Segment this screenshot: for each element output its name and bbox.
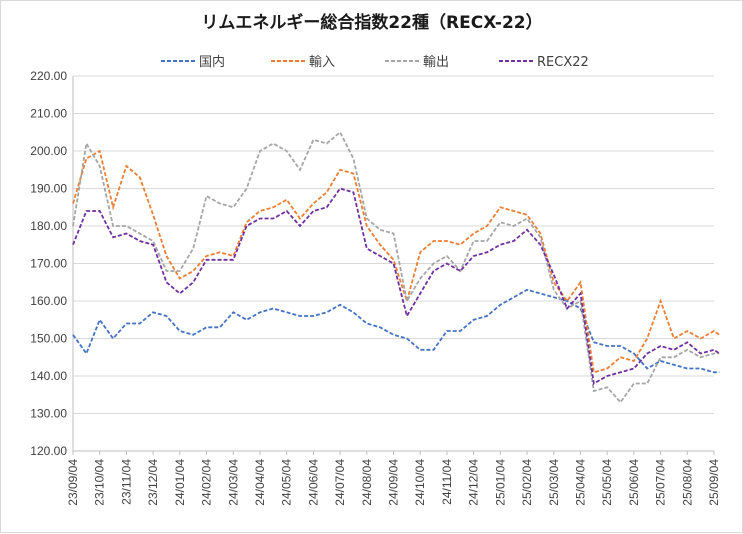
- y-tick-label: 190.00: [30, 182, 67, 196]
- x-tick-label: 24/09/04: [387, 459, 401, 506]
- legend-label: 国内: [199, 54, 225, 70]
- x-tick-label: 24/06/04: [306, 459, 320, 506]
- x-tick-label: 23/09/04: [66, 459, 80, 506]
- x-tick-label: 23/10/04: [93, 459, 107, 506]
- y-tick-label: 130.00: [30, 407, 67, 421]
- grid-lines: [72, 75, 714, 452]
- x-tick-label: 24/12/04: [467, 459, 481, 506]
- legend-label: RECX22: [537, 55, 589, 70]
- x-tick-label: 24/01/04: [173, 459, 187, 506]
- legend-label: 輸入: [309, 55, 335, 70]
- y-axis: 120.00 130.00 140.00 150.00 160.00 170.00 180.…: [30, 69, 67, 458]
- series-line-RECX22: [72, 187, 720, 385]
- x-tick-label: 25/08/04: [680, 459, 694, 506]
- x-tick-label: 23/12/04: [146, 459, 160, 506]
- series-line-輸出: [72, 130, 720, 404]
- y-tick-label: 120.00: [30, 444, 67, 458]
- x-tick-label: 25/06/04: [627, 459, 641, 506]
- x-tick-label: 23/11/04: [119, 459, 133, 505]
- x-tick-label: 24/11/04: [440, 459, 454, 505]
- series-line-国内: [72, 288, 720, 374]
- legend-label: 輸出: [423, 55, 449, 70]
- y-tick-label: 210.00: [30, 107, 67, 121]
- x-tick-label: 24/07/04: [333, 459, 347, 506]
- x-tick-label: 24/08/04: [360, 459, 374, 506]
- series-lines: [72, 130, 720, 404]
- y-tick-label: 150.00: [30, 332, 67, 346]
- chart-title: リムエネルギー総合指数22種（RECX-22）: [201, 12, 542, 33]
- x-tick-label: 25/07/04: [654, 459, 668, 506]
- series-line-輸入: [72, 149, 720, 374]
- y-tick-label: 220.00: [30, 69, 67, 83]
- x-tick-label: 24/04/04: [253, 459, 267, 506]
- x-tick-label: 25/01/04: [493, 459, 507, 506]
- x-tick-label: 25/09/04: [707, 459, 721, 506]
- y-tick-label: 170.00: [30, 257, 67, 271]
- x-tick-label: 25/05/04: [600, 459, 614, 506]
- y-tick-label: 160.00: [30, 294, 67, 308]
- x-tick-label: 25/03/04: [547, 459, 561, 506]
- x-tick-label: 25/04/04: [573, 459, 587, 506]
- y-tick-label: 140.00: [30, 369, 67, 383]
- x-tick-label: 25/02/04: [520, 459, 534, 506]
- y-tick-label: 200.00: [30, 144, 67, 158]
- x-tick-label: 24/03/04: [226, 459, 240, 506]
- x-tick-label: 24/10/04: [413, 459, 427, 506]
- x-tick-label: 24/02/04: [200, 459, 214, 506]
- x-tick-label: 24/05/04: [280, 459, 294, 506]
- x-axis: 23/09/04 23/10/04 23/11/04 23/12/04 24/01/04…: [66, 451, 721, 506]
- legend: 国内 輸入 輸出 RECX22: [161, 54, 589, 70]
- y-tick-label: 180.00: [30, 219, 67, 233]
